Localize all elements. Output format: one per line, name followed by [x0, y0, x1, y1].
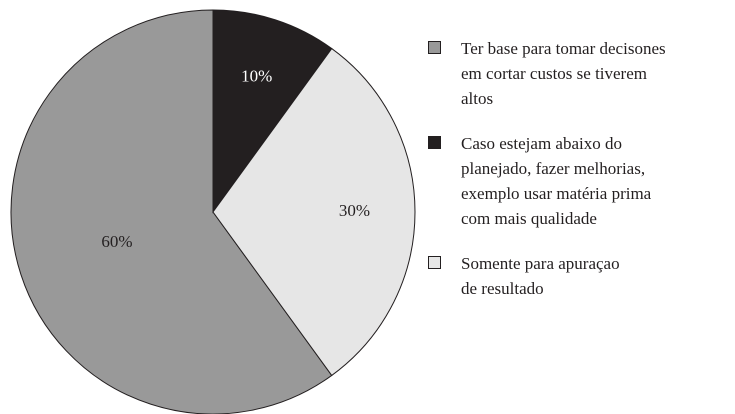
pie-slice: [212, 9, 333, 214]
legend-label: Caso estejam abaixo do planejado, fazer …: [461, 134, 652, 228]
legend-item: Ter base para tomar decisones em cortar …: [428, 36, 728, 111]
data-label: 10%: [241, 66, 272, 85]
legend-item: Somente para apuraçao de resultado: [428, 251, 728, 301]
legend-item: Caso estejam abaixo do planejado, fazer …: [428, 131, 728, 231]
legend: Ter base para tomar decisones em cortar …: [428, 36, 728, 321]
legend-label: Somente para apuraçao de resultado: [461, 254, 620, 298]
data-label: 60%: [101, 232, 132, 251]
legend-label: Ter base para tomar decisones em cortar …: [461, 39, 666, 108]
chart: 60% 10% 30%: [10, 9, 416, 414]
legend-swatch: [428, 256, 441, 269]
pie-slice: [212, 47, 416, 377]
legend-swatch: [428, 41, 441, 54]
legend-swatch: [428, 136, 441, 149]
data-label: 30%: [339, 201, 370, 220]
pie-slice: [10, 9, 333, 414]
